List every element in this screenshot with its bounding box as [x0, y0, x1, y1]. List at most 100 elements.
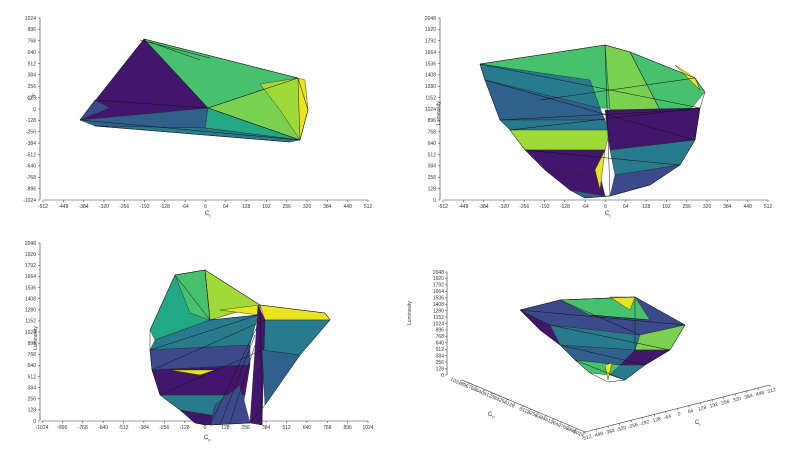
x-tick-label: 384: [262, 425, 271, 431]
z-tick-label: 1152: [433, 315, 444, 321]
ct-tick-label: 384: [744, 393, 754, 401]
x-tick-label: 512: [282, 425, 291, 431]
x-tick-label: -256: [119, 204, 129, 210]
gamut-3d-hull: [519, 296, 686, 381]
y-tick-label: 0: [33, 419, 36, 425]
hull-face: [509, 129, 611, 151]
ct-tick-label: -448: [593, 431, 604, 439]
y-tick-label: -768: [26, 175, 36, 181]
y-tick-label: 1920: [425, 27, 436, 33]
x-tick-label: 448: [744, 204, 753, 210]
x-tick-label: 64: [623, 204, 629, 210]
hull-face: [594, 149, 606, 191]
x-tick-label: -384: [139, 425, 149, 431]
y-tick-label: 1536: [425, 61, 436, 67]
z-tick-label: 1920: [433, 276, 444, 282]
ct-tick-label: -320: [616, 425, 627, 433]
y-tick-label: 2048: [25, 241, 36, 247]
ct-cp-plot: -512 -448 -384 -320 -256 -192 -128 -64 0 64 128 192…: [23, 16, 373, 210]
y-tick-label: 384: [28, 73, 37, 79]
cp-axis-label: Cp: [28, 93, 35, 100]
z-tick-label: 1408: [433, 302, 444, 308]
z-tick-label: 640: [436, 341, 445, 347]
x-tick-label: 512: [764, 204, 773, 210]
cp-tick-mark: [575, 428, 578, 430]
cp-tick-label: 384: [490, 394, 500, 403]
x-tick-label: 256: [283, 204, 292, 210]
y-tick-label: 256: [28, 397, 37, 403]
y-tick-label: 512: [28, 61, 37, 67]
cp-tick-mark: [482, 389, 486, 391]
ct-cp-edges: [79, 38, 309, 143]
x-tick-label: 128: [242, 204, 251, 210]
hull-face: [261, 349, 301, 406]
y-tick-label: 128: [28, 408, 37, 414]
x-tick-label: 0: [204, 204, 207, 210]
cp-tick-mark: [582, 431, 586, 434]
cp-axis-label-3d-text: C: [488, 412, 493, 418]
y-tick-label: 640: [28, 363, 37, 369]
cp-tick-mark: [467, 383, 470, 385]
y-tick-label: 1280: [25, 308, 36, 314]
ct-luminosity-hull: [479, 44, 706, 199]
cp-tick-label: -768: [558, 423, 570, 433]
y-tick-label: 1024: [25, 16, 36, 22]
x-tick-label: 1024: [362, 425, 373, 431]
ct-axis-label: Ct: [205, 211, 210, 218]
ct-tick-label: -192: [639, 419, 650, 427]
ct-axis-label-3d-sub: t: [699, 422, 701, 428]
x-tick-label: 256: [242, 425, 251, 431]
cp-axis-label-text: C: [28, 95, 34, 100]
y-tick-label: -256: [26, 130, 36, 136]
ct-tick-label: 64: [687, 408, 694, 415]
y-tick-label: 896: [28, 27, 37, 33]
y-tick-label: -640: [26, 164, 36, 170]
x-tick-label: -512: [118, 425, 128, 431]
ct-luminosity-axes: -512 -448 -384 -320 -256 -192 -128 -64 0 64 128 192…: [425, 16, 773, 210]
ct-luminosity-plot: -512 -448 -384 -320 -256 -192 -128 -64 0 64 128 192…: [425, 16, 773, 210]
y-tick-label: 128: [28, 95, 37, 101]
x-tick-label: 0: [604, 204, 607, 210]
hull-face: [609, 296, 636, 311]
cp-tick-mark: [544, 415, 547, 417]
y-tick-label: 768: [28, 39, 37, 45]
x-tick-label: -256: [519, 204, 529, 210]
x-tick-label: 320: [303, 204, 312, 210]
cp-tick-mark: [559, 422, 563, 424]
z-tick-label: 256: [436, 360, 445, 366]
x-tick-label: 192: [662, 204, 671, 210]
cp-tick-label: -640: [550, 419, 562, 429]
y-tick-label: 256: [28, 84, 37, 90]
ct-axis-label-sub: t: [209, 213, 211, 219]
x-tick-label: 192: [262, 204, 271, 210]
ct-tick-label: 256: [721, 399, 731, 407]
cp-tick-label: 1024: [449, 377, 462, 387]
ct-luminosity-edges: [479, 44, 706, 199]
cp-tick-mark: [521, 405, 524, 408]
ct-tick-label: 320: [732, 396, 742, 404]
cp-tick-label: -1024: [571, 428, 585, 439]
z-tick-label: 1792: [433, 283, 444, 289]
y-tick-label: 768: [428, 130, 437, 136]
x-tick-label: -640: [98, 425, 108, 431]
x-tick-label: -448: [58, 204, 68, 210]
ct-tick-label: 0: [677, 411, 681, 418]
hull-face: [79, 99, 111, 121]
y-tick-label: 1152: [25, 319, 36, 325]
gamut-3d-edges: [519, 296, 686, 383]
y-tick-label: 128: [428, 186, 437, 192]
cp-tick-label: 640: [475, 388, 485, 397]
cp-tick-mark: [536, 412, 539, 414]
gamut-3d-axes: 2048192017921664153614081280115210248967…: [433, 270, 777, 442]
x-tick-label: 512: [364, 204, 373, 210]
cp-tick-mark: [498, 396, 501, 398]
x-tick-label: 128: [221, 425, 230, 431]
z-tick-label: 1024: [433, 321, 444, 327]
ct-tick-label: 128: [698, 405, 708, 413]
cp-tick-label: 256: [498, 397, 508, 406]
cp-tick-label: 896: [459, 381, 469, 390]
z-tick-label: 896: [436, 328, 445, 334]
y-tick-label: 512: [428, 152, 437, 158]
cp-axis-label-3d-sub: p: [492, 414, 495, 420]
cp-tick-mark: [475, 386, 478, 388]
